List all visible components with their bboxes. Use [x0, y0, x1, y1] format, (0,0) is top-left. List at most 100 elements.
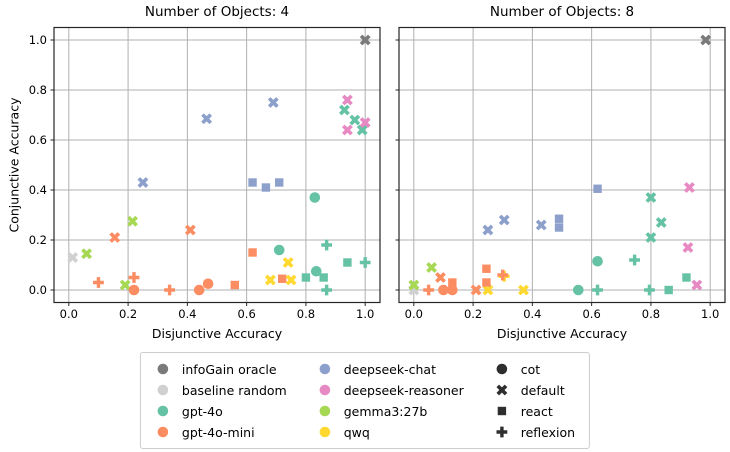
- x-marker-shape: [285, 274, 297, 286]
- point-gpt-4o-mini-default: [184, 224, 196, 236]
- legend-item-infogain-oracle: infoGain oracle: [155, 360, 287, 378]
- x-tick-label: 0.2: [119, 307, 137, 321]
- point-gpt-4o-mini-cot: [447, 284, 458, 296]
- x-marker-shape: [645, 192, 657, 203]
- circle-marker-shape: [157, 426, 169, 438]
- circle-marker-shape: [319, 405, 331, 417]
- x-marker-shape: [201, 113, 213, 125]
- circle-marker-shape: [157, 384, 169, 396]
- x-axis-label-left: Disjunctive Accuracy: [151, 326, 283, 341]
- x-marker-shape: [408, 279, 420, 291]
- plus-marker-shape: [321, 239, 333, 251]
- circle-icon: [157, 405, 169, 417]
- point-qwq-default: [518, 284, 529, 296]
- point-gpt-4o-reflexion: [321, 284, 333, 296]
- square-marker-shape: [554, 223, 564, 232]
- x-marker-shape: [655, 217, 667, 228]
- point-deepseek-chat-default: [137, 177, 149, 188]
- point-gpt-4o-mini-react: [248, 248, 257, 257]
- point-gpt-4o-react: [301, 273, 311, 282]
- circle-marker-shape: [310, 265, 322, 277]
- square-marker-shape: [230, 280, 239, 290]
- point-gpt-4o-reflexion: [321, 239, 333, 251]
- circle-icon: [319, 363, 331, 375]
- y-tick-label: 0.0: [29, 283, 47, 297]
- point-gpt-4o-react: [343, 258, 352, 267]
- point-deepseek-chat-default: [267, 97, 279, 108]
- point-qwq-default: [264, 274, 276, 286]
- circle-icon: [157, 363, 169, 375]
- circle-marker-shape: [193, 284, 205, 296]
- legend-item-deepseek-reasoner: deepseek-reasoner: [317, 381, 464, 399]
- point-gpt-4o-default: [356, 124, 368, 136]
- x-marker-shape: [645, 232, 657, 243]
- legend-item-gpt-4o: gpt-4o: [155, 402, 287, 420]
- square-marker-shape: [261, 183, 271, 192]
- circle-marker-shape: [438, 284, 449, 296]
- x-tick-label: 0.2: [464, 307, 482, 321]
- legend-label: reflexion: [520, 424, 576, 440]
- legend-item-deepseek-chat: deepseek-chat: [317, 360, 464, 378]
- point-gpt-4o-mini-react: [482, 278, 491, 287]
- x-marker-shape: [691, 279, 703, 291]
- subplot-panel-0: 0.0 0.0 0.2 0.2 0.4 0.4 0.6 0.6 0.8 0.8 1.0 1.0: [29, 26, 381, 321]
- x-marker-shape: [349, 114, 361, 126]
- point-deepseek-reasoner-default: [682, 242, 694, 253]
- x-marker-shape: [435, 272, 446, 283]
- x-marker-shape: [426, 262, 438, 273]
- legend-label: baseline random: [181, 382, 287, 398]
- point-gpt-4o-cot: [573, 284, 584, 296]
- point-gpt-4o-reflexion: [629, 254, 641, 266]
- point-deepseek-chat-react: [554, 223, 564, 232]
- point-baseline-random-default: [67, 252, 79, 263]
- circle-icon: [319, 405, 331, 417]
- point-gpt-4o-default: [655, 217, 667, 228]
- point-gpt-4o-mini-default: [470, 284, 482, 296]
- legend-column: infoGain oracle baseline random gpt-4o gpt-…: [155, 360, 287, 441]
- point-gemma3-27b-default: [127, 215, 138, 227]
- circle-marker-shape: [592, 255, 603, 267]
- square-marker-shape: [343, 258, 352, 267]
- square-marker-shape: [278, 274, 287, 283]
- x-tick-label: 0.0: [405, 307, 423, 321]
- x-marker-shape: [359, 34, 371, 46]
- circle-marker-shape: [319, 384, 331, 396]
- y-tick-label: 1.0: [29, 33, 47, 47]
- legend-item-qwq: qwq: [317, 423, 464, 441]
- legend-label: deepseek-chat: [343, 361, 436, 377]
- point-infogain-oracle-default: [700, 34, 712, 46]
- point-gpt-4o-react: [682, 273, 691, 282]
- x-marker-shape: [341, 94, 353, 106]
- legend-label: default: [520, 382, 565, 398]
- circle-marker-shape: [319, 426, 331, 438]
- square-marker-shape: [301, 273, 311, 282]
- x-marker-shape: [496, 384, 508, 396]
- square-marker-shape: [248, 248, 257, 257]
- y-tick-label: 0.6: [29, 133, 47, 147]
- point-gpt-4o-mini-react: [448, 278, 457, 287]
- legend-label: gemma3:27b: [343, 403, 428, 419]
- axes-border: [398, 26, 726, 304]
- point-qwq-default: [482, 284, 494, 296]
- subplot-title-right: Number of Objects: 8: [489, 4, 635, 20]
- square-marker-shape: [682, 273, 691, 282]
- plus-marker-shape: [359, 257, 371, 268]
- legend-item-default: default: [494, 381, 575, 399]
- square-marker-shape: [482, 278, 491, 287]
- plus-marker-shape: [644, 284, 655, 296]
- point-deepseek-reasoner-default: [341, 124, 353, 136]
- x-tick-label: 0.4: [523, 307, 541, 321]
- point-qwq-default: [285, 274, 297, 286]
- square-marker-shape: [319, 273, 328, 282]
- point-gpt-4o-mini-reflexion: [497, 269, 509, 281]
- point-gpt-4o-reflexion: [644, 284, 655, 296]
- square-marker-shape: [482, 264, 491, 273]
- legend-column: deepseek-chat deepseek-reasoner gemma3:27b…: [317, 360, 464, 441]
- legend-item-baseline-random: baseline random: [155, 381, 287, 399]
- x-tick-label: 0.6: [237, 307, 255, 321]
- point-gpt-4o-default: [339, 104, 350, 116]
- x-marker-shape: [109, 232, 121, 243]
- x-marker-shape: [264, 274, 276, 286]
